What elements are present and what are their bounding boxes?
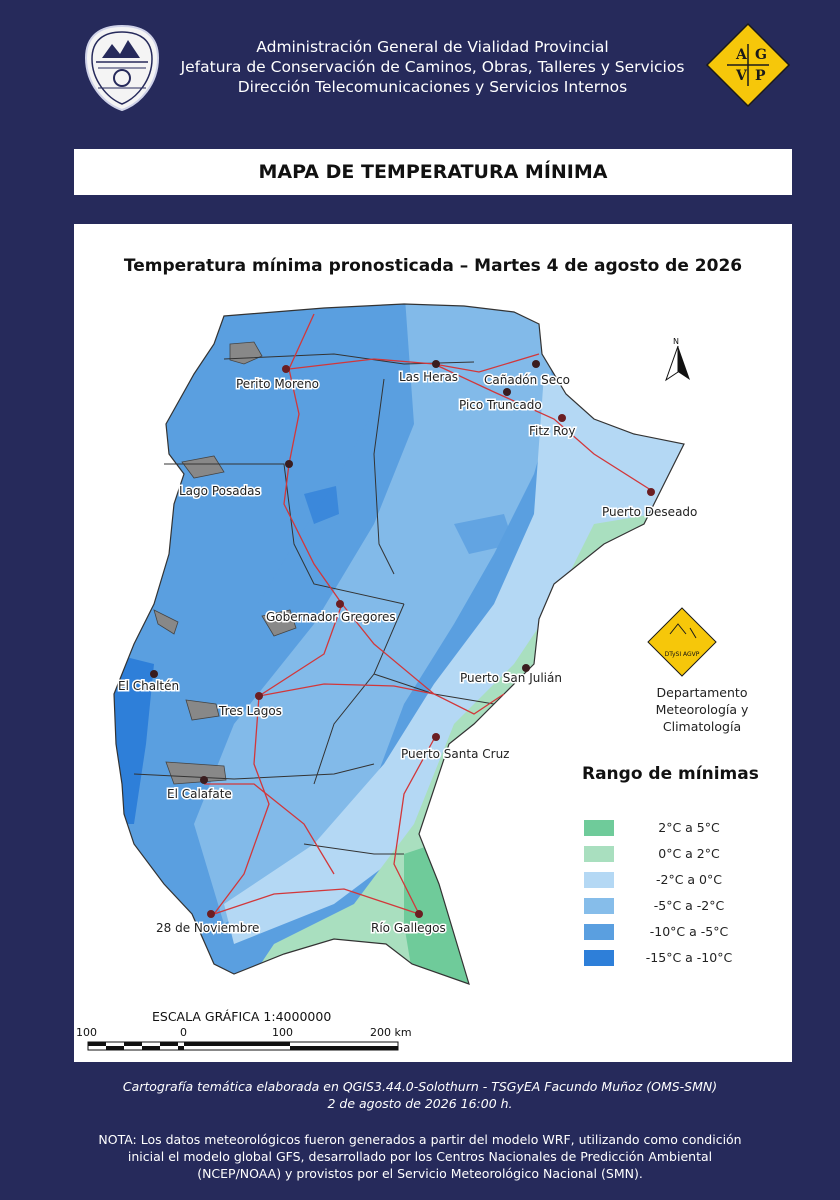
lake-viedma bbox=[185, 699, 220, 721]
north-arrow-icon: N bbox=[665, 337, 690, 382]
city-label-gobernador-gregores: Gobernador Gregores bbox=[266, 610, 396, 624]
city-label-canadon-seco: Cañadón Seco bbox=[484, 373, 570, 387]
city-marker-canadon-seco bbox=[532, 360, 540, 368]
legend-swatch bbox=[584, 950, 614, 966]
city-marker-gobernador-gregores bbox=[336, 600, 344, 608]
agvp-logo: A G V P bbox=[705, 22, 791, 108]
zone-minus2-0 bbox=[224, 374, 684, 944]
city-label-lago-posadas: Lago Posadas bbox=[179, 484, 261, 498]
city-marker-perito-moreno bbox=[282, 365, 290, 373]
agvp-letter-g: G bbox=[755, 47, 767, 63]
agvp-letter-p: P bbox=[755, 68, 766, 84]
lake-pueyrredon bbox=[181, 455, 225, 479]
city-label-las-heras: Las Heras bbox=[399, 370, 458, 384]
department-line-1: Departamento bbox=[656, 685, 748, 700]
north-label: N bbox=[673, 337, 679, 346]
city-marker-fitz-roy bbox=[558, 414, 566, 422]
map-panel: Temperatura mínima pronosticada – Martes… bbox=[74, 224, 792, 1062]
city-label-el-chalten: El Chaltén bbox=[118, 679, 179, 693]
zone-2-5 bbox=[404, 844, 469, 984]
scale-tick-200: 200 km bbox=[370, 1026, 412, 1039]
legend-item: 2°C a 5°C bbox=[584, 820, 784, 838]
province-seal-logo bbox=[84, 24, 160, 112]
legend-title: Rango de mínimas bbox=[582, 764, 759, 784]
scale-tick-100-left: 100 bbox=[76, 1026, 97, 1039]
city-marker-rio-gallegos bbox=[415, 910, 423, 918]
scale-tick-100-right: 100 bbox=[272, 1026, 293, 1039]
note-line-2: inicial el modelo global GFS, desarrolla… bbox=[127, 1149, 713, 1164]
map-subtitle: Temperatura mínima pronosticada – Martes… bbox=[123, 256, 743, 276]
legend-label: 2°C a 5°C bbox=[658, 820, 720, 835]
legend-item: -15°C a -10°C bbox=[584, 950, 784, 968]
department-line-2: Meteorología y Climatología bbox=[655, 702, 749, 734]
legend-swatch bbox=[584, 846, 614, 862]
department-boundaries bbox=[133, 353, 495, 855]
note-line-3: (NCEP/NOAA) y provistos por el Servicio … bbox=[197, 1166, 643, 1181]
city-label-28-de-noviembre: 28 de Noviembre bbox=[156, 921, 259, 935]
city-label-puerto-santa-cruz: Puerto Santa Cruz bbox=[401, 747, 509, 761]
agvp-letter-v: V bbox=[735, 68, 748, 84]
department-credit: Departamento Meteorología y Climatología bbox=[622, 684, 782, 735]
header-line-2: Jefatura de Conservación de Caminos, Obr… bbox=[180, 58, 685, 76]
city-label-perito-moreno: Perito Moreno bbox=[236, 377, 319, 391]
legend-swatch bbox=[584, 872, 614, 888]
dtysi-logo-text: DTySI AGVP bbox=[665, 651, 700, 658]
credit-line-1: Cartografía temática elaborada en QGIS3.… bbox=[122, 1079, 718, 1094]
city-marker-lago-posadas bbox=[285, 460, 293, 468]
legend-label: -10°C a -5°C bbox=[649, 924, 729, 939]
city-label-puerto-deseado: Puerto Deseado bbox=[602, 505, 697, 519]
header-institution: Administración General de Vialidad Provi… bbox=[170, 37, 695, 97]
city-marker-tres-lagos bbox=[255, 692, 263, 700]
city-label-el-calafate: El Calafate bbox=[167, 787, 232, 801]
legend-item: -5°C a -2°C bbox=[584, 898, 784, 916]
province-outline bbox=[113, 303, 685, 985]
city-marker-puerto-san-julian bbox=[522, 664, 530, 672]
legend-swatch bbox=[584, 924, 614, 940]
lake-argentino bbox=[165, 761, 227, 785]
city-label-tres-lagos: Tres Lagos bbox=[218, 704, 282, 718]
city-marker-el-calafate bbox=[200, 776, 208, 784]
city-marker-pico-truncado bbox=[503, 388, 511, 396]
zone-minus15-minus10 bbox=[114, 654, 154, 824]
header-line-1: Administración General de Vialidad Provi… bbox=[256, 38, 609, 56]
city-marker-puerto-santa-cruz bbox=[432, 733, 440, 741]
city-marker-el-chalten bbox=[150, 670, 158, 678]
legend-label: -15°C a -10°C bbox=[645, 950, 733, 965]
city-markers: Perito Moreno Las Heras Cañadón Seco Pic… bbox=[117, 360, 699, 937]
dtysi-logo: DTySI AGVP bbox=[647, 607, 717, 677]
city-label-puerto-san-julian: Puerto San Julián bbox=[460, 671, 562, 685]
legend-item: 0°C a 2°C bbox=[584, 846, 784, 864]
city-marker-28-de-noviembre bbox=[207, 910, 215, 918]
legend-swatch bbox=[584, 820, 614, 836]
title-banner: MAPA DE TEMPERATURA MÍNIMA bbox=[74, 149, 792, 195]
city-marker-las-heras bbox=[432, 360, 440, 368]
legend-swatch bbox=[584, 898, 614, 914]
lake-san-martin bbox=[153, 609, 179, 635]
lake-cardiel bbox=[261, 609, 297, 637]
legend-item: -2°C a 0°C bbox=[584, 872, 784, 890]
footer-note: NOTA: Los datos meteorológicos fueron ge… bbox=[40, 1131, 800, 1182]
note-line-1: NOTA: Los datos meteorológicos fueron ge… bbox=[98, 1132, 742, 1147]
zone-minus5-minus2 bbox=[194, 304, 554, 924]
header-line-3: Dirección Telecomunicaciones y Servicios… bbox=[237, 78, 628, 96]
scale-bar bbox=[87, 1041, 399, 1051]
scale-tick-0: 0 bbox=[180, 1026, 187, 1039]
scale-title: ESCALA GRÁFICA 1:4000000 bbox=[152, 1009, 332, 1024]
legend-label: -5°C a -2°C bbox=[653, 898, 725, 913]
legend-label: -2°C a 0°C bbox=[656, 872, 722, 887]
legend-item: -10°C a -5°C bbox=[584, 924, 784, 942]
city-label-pico-truncado: Pico Truncado bbox=[459, 398, 542, 412]
city-label-fitz-roy: Fitz Roy bbox=[529, 424, 575, 438]
city-label-rio-gallegos: Río Gallegos bbox=[371, 921, 446, 935]
footer-credit: Cartografía temática elaborada en QGIS3.… bbox=[40, 1078, 800, 1112]
legend-label: 0°C a 2°C bbox=[658, 846, 720, 861]
agvp-letter-a: A bbox=[735, 47, 748, 63]
credit-line-2: 2 de agosto de 2026 16:00 h. bbox=[327, 1096, 513, 1111]
page-title: MAPA DE TEMPERATURA MÍNIMA bbox=[258, 161, 608, 183]
city-marker-puerto-deseado bbox=[647, 488, 655, 496]
